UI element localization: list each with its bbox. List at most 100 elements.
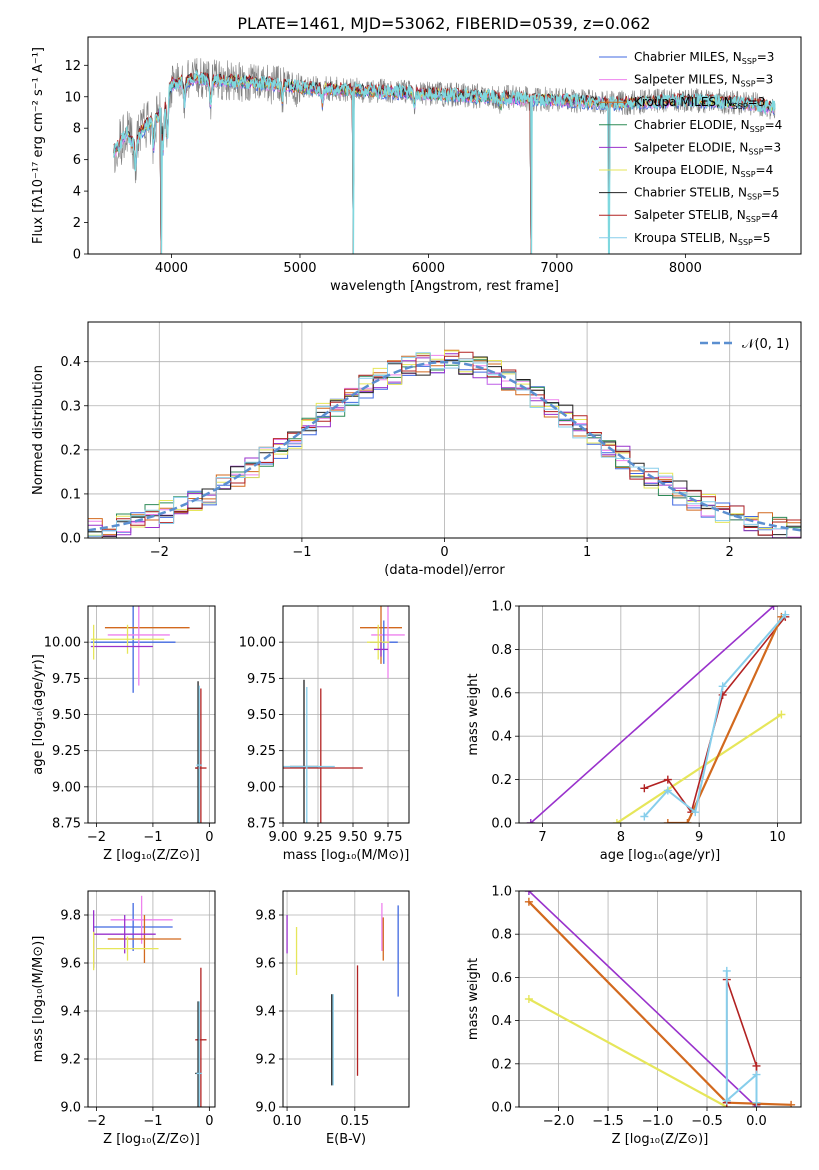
- x-tick-label: −1.5: [592, 1114, 624, 1129]
- x-tick-label: −1: [143, 830, 162, 845]
- y-axis-label: mass weight: [466, 673, 481, 755]
- x-axis-label: Z [log₁₀(Z/Z⊙)]: [103, 1132, 200, 1147]
- axes-frame: [87, 605, 216, 824]
- x-tick-label: 9.00: [269, 830, 298, 845]
- y-tick-label: 0.2: [491, 1057, 512, 1072]
- y-tick-label: 9.6: [255, 957, 276, 972]
- weight-point-marker: [524, 891, 533, 895]
- weight-point-marker: [718, 682, 727, 691]
- errorbar-plot-area: [90, 606, 207, 823]
- y-axis-label: mass weight: [466, 958, 481, 1040]
- y-tick-label: 9.00: [52, 780, 81, 795]
- axes-frame: [518, 890, 802, 1108]
- x-tick-label: 0.15: [340, 1114, 369, 1129]
- weight-point-marker: [722, 966, 731, 975]
- age-vs-Z-panel: −2 −1 0 8.75 9.00 9.25 9.50 9.75 10.00 Z [log₁₀(Z…: [31, 605, 216, 863]
- x-tick-label: −1: [143, 1114, 162, 1129]
- y-tick-label: 1.0: [491, 885, 512, 900]
- weight-point-marker: [612, 819, 621, 823]
- x-tick-label: −1: [292, 545, 311, 560]
- errorbar-plot-area: [283, 606, 405, 823]
- axes-frame: [282, 605, 410, 824]
- errorbar-plot-area: [92, 895, 207, 1107]
- x-tick-label: 0.0: [746, 1114, 767, 1129]
- weight-series-line: [528, 891, 758, 1107]
- x-axis-label: Z [log₁₀(Z/Z⊙)]: [612, 1132, 709, 1147]
- weight-point-marker: [663, 775, 672, 784]
- charts-layer: 4000 5000 6000 7000 8000024681012wavelength …: [31, 36, 802, 1147]
- y-tick-label: 8: [73, 122, 81, 137]
- x-tick-label: −2: [87, 830, 106, 845]
- axes-frame: [87, 321, 802, 539]
- weight-series-line: [667, 616, 783, 823]
- x-tick-label: 8: [617, 830, 625, 845]
- y-tick-label: 0.3: [60, 399, 81, 414]
- y-tick-label: 0.0: [491, 817, 512, 832]
- weight-point-marker: [663, 786, 672, 795]
- x-tick-label: 0: [440, 545, 448, 560]
- errorbar-plot-area: [286, 903, 399, 1086]
- histogram-series: [88, 352, 801, 538]
- y-tick-label: 8.75: [52, 817, 81, 832]
- y-tick-label: 9.2: [60, 1053, 81, 1068]
- x-tick-label: −2: [87, 1114, 106, 1129]
- weight-point-marker: [752, 1061, 761, 1070]
- y-tick-label: 0.6: [491, 686, 512, 701]
- spectrum-panel: 4000 5000 6000 7000 8000 0 2 4 6 8 10 12 wavelength …: [31, 36, 802, 294]
- legend-entry: Chabrier MILES, NSSP=3: [634, 50, 774, 66]
- weight-plot-area: [526, 606, 790, 823]
- y-tick-label: 9.75: [52, 672, 81, 687]
- y-tick-label: 0.0: [60, 532, 81, 547]
- x-tick-label: −2: [150, 545, 169, 560]
- normal-reference-curve: [88, 360, 801, 532]
- weight-point-marker: [722, 1096, 731, 1105]
- y-tick-label: 0.6: [491, 971, 512, 986]
- weight-point-marker: [640, 812, 649, 821]
- weight-point-marker: [526, 819, 535, 823]
- spectrum-bestfit-line: [113, 69, 776, 254]
- mass-vs-ebv-panel: 0.10 0.15 9.0 9.2 9.4 9.6 9.8 E(B-V): [255, 890, 410, 1147]
- spectrum-plot-area: [113, 58, 776, 254]
- x-tick-label: −2.0: [543, 1114, 575, 1129]
- y-tick-label: 9.50: [247, 708, 276, 723]
- y-tick-label: 0.2: [60, 443, 81, 458]
- figure-title: PLATE=1461, MJD=53062, FIBERID=0539, z=0…: [237, 14, 650, 33]
- y-tick-label: 9.0: [60, 1101, 81, 1116]
- mass-vs-Z-panel: −2 −1 0 9.0 9.2 9.4 9.6 9.8 Z [log₁₀(Z/Z⊙)] mass …: [31, 890, 216, 1147]
- y-tick-label: 0.0: [491, 1101, 512, 1116]
- x-tick-label: −0.5: [691, 1114, 723, 1129]
- y-axis-label: Flux [fλ10⁻¹⁷ erg cm⁻² s⁻¹ A⁻¹]: [31, 47, 46, 244]
- y-tick-label: 9.75: [247, 672, 276, 687]
- x-axis-label: (data-model)/error: [384, 563, 505, 578]
- weight-series-line: [530, 606, 775, 823]
- x-tick-label: 4000: [155, 261, 188, 276]
- y-tick-label: 9.8: [60, 909, 81, 924]
- legend-entry: Salpeter MILES, NSSP=3: [634, 73, 773, 89]
- weight-plot-area: [524, 891, 796, 1107]
- legend-entry: Chabrier STELIB, NSSP=5: [634, 186, 780, 202]
- x-tick-label: 5000: [283, 261, 316, 276]
- x-axis-label: wavelength [Angstrom, rest frame]: [330, 279, 559, 294]
- x-tick-label: 0: [205, 830, 213, 845]
- y-tick-label: 1.0: [491, 600, 512, 615]
- y-tick-label: 8.75: [247, 817, 276, 832]
- axes-frame: [87, 890, 216, 1108]
- residuals-plot-area: [88, 349, 801, 538]
- y-tick-label: 10.00: [239, 636, 276, 651]
- y-tick-label: 0.8: [491, 928, 512, 943]
- x-tick-label: 7: [538, 830, 546, 845]
- axes-frame: [518, 605, 802, 824]
- weight-point-marker: [524, 995, 533, 1003]
- y-tick-label: 0.4: [491, 730, 512, 745]
- y-tick-label: 9.4: [255, 1005, 276, 1020]
- legend-entry: Kroupa ELODIE, NSSP=4: [634, 163, 773, 179]
- x-tick-label: 0.10: [273, 1114, 302, 1129]
- y-tick-label: 0: [73, 248, 81, 263]
- y-tick-label: 12: [64, 59, 81, 74]
- y-tick-label: 6: [73, 153, 81, 168]
- weight-series-line: [528, 998, 728, 1107]
- y-tick-label: 9.0: [255, 1101, 276, 1116]
- legend-entry: Salpeter STELIB, NSSP=4: [634, 208, 778, 224]
- y-tick-label: 4: [73, 185, 81, 200]
- x-tick-label: 9.25: [304, 830, 333, 845]
